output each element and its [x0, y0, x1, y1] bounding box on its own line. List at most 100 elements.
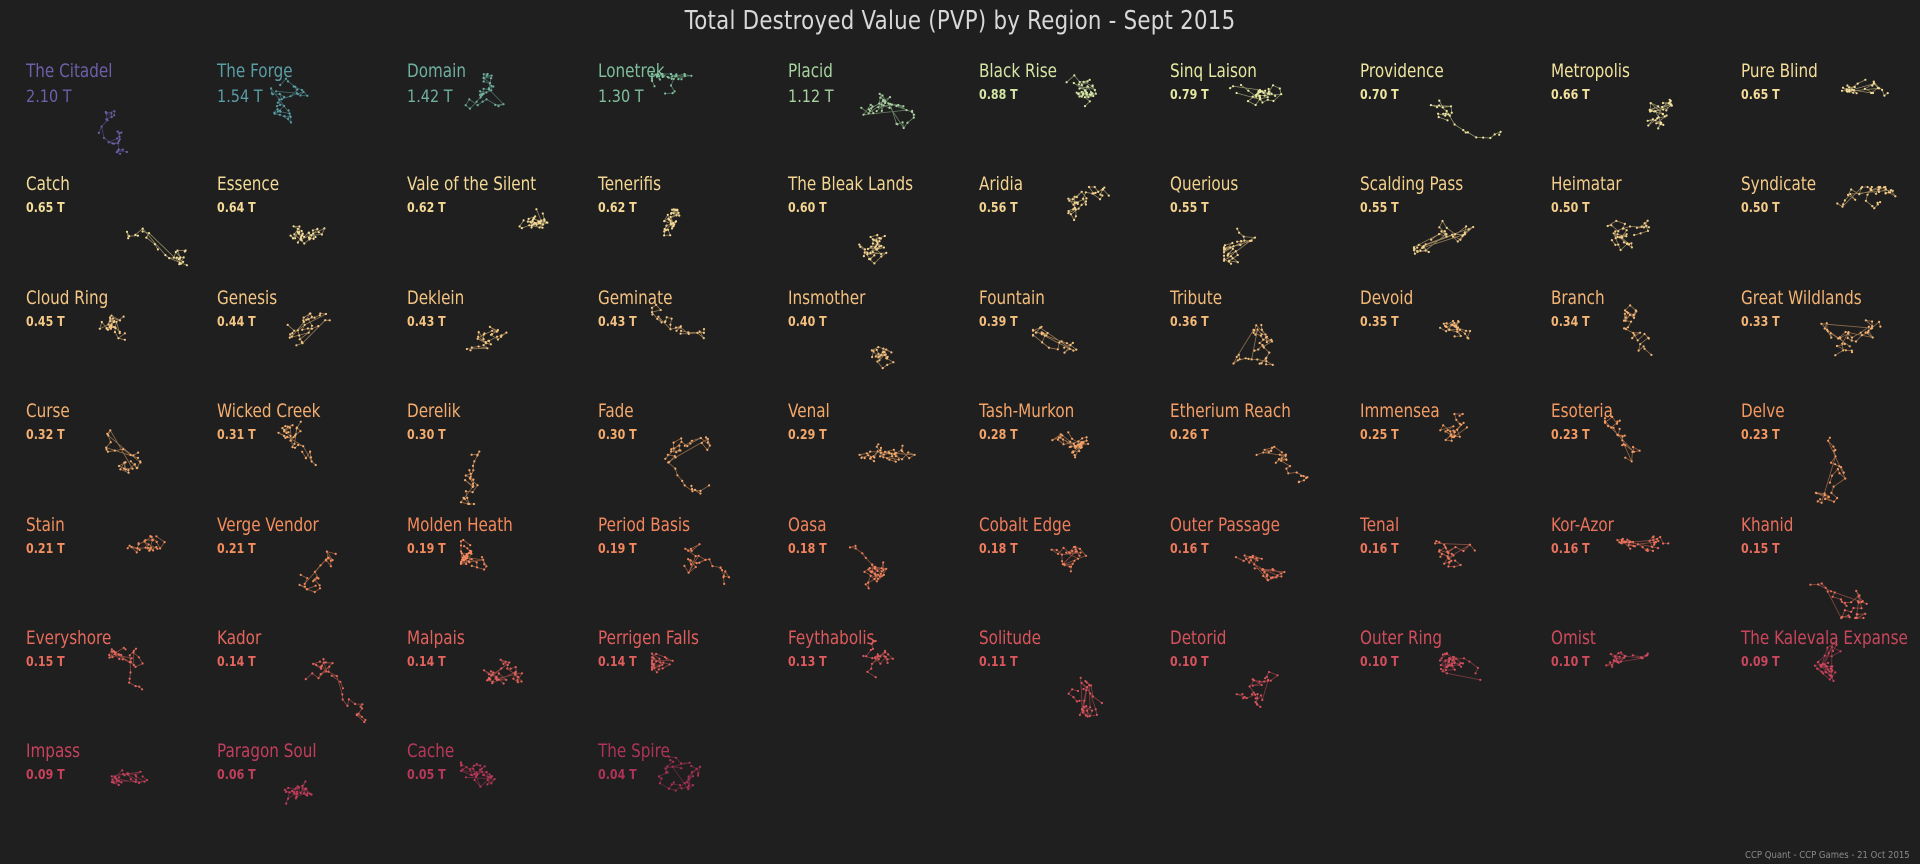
region-map-system	[1864, 87, 1867, 90]
region-map-system	[113, 449, 116, 452]
region-map-system	[895, 455, 898, 458]
region-map-system	[883, 453, 886, 456]
region-map-system	[1227, 259, 1230, 263]
region-map-system	[892, 657, 895, 660]
region-map-system	[1271, 99, 1275, 103]
region-name: Essence	[216, 173, 279, 196]
region-map-system	[1854, 616, 1857, 619]
region-map-system	[1451, 323, 1454, 326]
region-map-system	[1091, 85, 1094, 88]
footer-credit: CCP Quant - CCP Games - 21 Oct 2015	[1745, 850, 1910, 861]
region-map-system	[883, 246, 886, 249]
region-map-system	[486, 779, 489, 782]
region-map-system	[1447, 551, 1450, 554]
region-map-system	[1831, 665, 1834, 668]
region-map-system	[111, 317, 115, 320]
region-map-system	[288, 336, 291, 339]
region-map-system	[1448, 557, 1451, 560]
region-map-system	[1058, 341, 1061, 344]
region-map-system	[1616, 233, 1619, 236]
region-map-system	[114, 653, 117, 656]
region-map-system	[136, 466, 139, 470]
region-map-system	[650, 663, 653, 666]
region-map-system	[1447, 113, 1450, 116]
region-map-system	[1829, 331, 1833, 335]
region-map-system	[874, 246, 877, 250]
region-map-system	[1072, 450, 1075, 453]
region-map-system	[1085, 705, 1088, 708]
region-map-system	[1447, 564, 1450, 568]
region-map-system	[311, 579, 314, 582]
region-map-system	[1455, 657, 1458, 660]
region-map-system	[860, 456, 863, 460]
region-map-system	[144, 546, 147, 549]
region-map-system	[1235, 91, 1238, 95]
region-map-system	[674, 757, 677, 760]
region-map-system	[275, 105, 278, 108]
region-map-system	[1625, 233, 1628, 236]
region-map-system	[1664, 109, 1668, 112]
region-value: 0.43 T	[597, 314, 637, 330]
region-map-system	[285, 435, 289, 439]
region-map-system	[1862, 616, 1865, 619]
region-map-system	[874, 574, 878, 577]
region-map-system	[1065, 341, 1068, 345]
region-map-system	[1871, 186, 1874, 189]
region-name: The Kalevala Expanse	[1741, 627, 1909, 649]
region-map-system	[706, 441, 709, 444]
region-map-system	[679, 767, 683, 770]
region-map-system	[1633, 333, 1636, 336]
region-map-sketch	[1646, 98, 1673, 130]
region-map-system	[301, 232, 304, 236]
region-map-system	[301, 445, 304, 448]
region-value: 0.44 T	[216, 314, 256, 330]
region-map-system	[1636, 339, 1639, 342]
region-map-system	[1067, 431, 1070, 434]
region-map-system	[871, 569, 874, 573]
region-map-system	[305, 576, 308, 579]
region-map-system	[1646, 219, 1649, 223]
region-map-system	[1088, 78, 1091, 81]
region-map-system	[330, 674, 333, 677]
region-map-system	[313, 236, 317, 239]
region-map-system	[112, 650, 115, 653]
region-map-system	[683, 782, 686, 785]
region-map-system	[529, 221, 532, 224]
region-map-system	[481, 555, 484, 558]
region-map-system	[1667, 102, 1670, 105]
region-map-system	[1821, 581, 1824, 585]
region-map-system	[1845, 348, 1848, 352]
region-map-system	[1091, 709, 1094, 712]
region-map-links	[111, 770, 148, 786]
region-map-system	[1439, 659, 1442, 662]
region-name: Impass	[26, 740, 81, 763]
region-value: 0.43 T	[407, 314, 446, 330]
region-map-system	[672, 781, 675, 784]
region-map-system	[106, 328, 110, 331]
region-map-system	[526, 220, 530, 224]
region-map-system	[1848, 615, 1852, 618]
region-map-system	[118, 653, 121, 656]
region-map-system	[885, 348, 888, 351]
region-map-system	[1093, 88, 1096, 92]
region-map-system	[651, 313, 654, 316]
region-map-sketch	[683, 542, 730, 585]
region-map-system	[1452, 235, 1455, 239]
region-map-system	[1848, 344, 1852, 348]
region-map-system	[650, 668, 653, 671]
region-map-system	[867, 454, 870, 457]
region-map-system	[1622, 327, 1625, 330]
region-map-system	[668, 234, 672, 237]
region-name: Providence	[1360, 60, 1444, 82]
region-map-system	[477, 335, 480, 338]
region-map-system	[540, 219, 543, 223]
region-map-system	[482, 558, 485, 561]
region-name: Molden Heath	[407, 513, 513, 536]
region-map-system	[1831, 669, 1834, 672]
region-name: Perrigen Falls	[597, 627, 699, 649]
region-map-system	[473, 503, 476, 506]
region-cell-domain: Domain 1.42 T	[407, 60, 597, 173]
region-map-system	[1609, 652, 1612, 656]
region-map-system	[1275, 674, 1279, 677]
region-map-system	[1630, 460, 1633, 463]
